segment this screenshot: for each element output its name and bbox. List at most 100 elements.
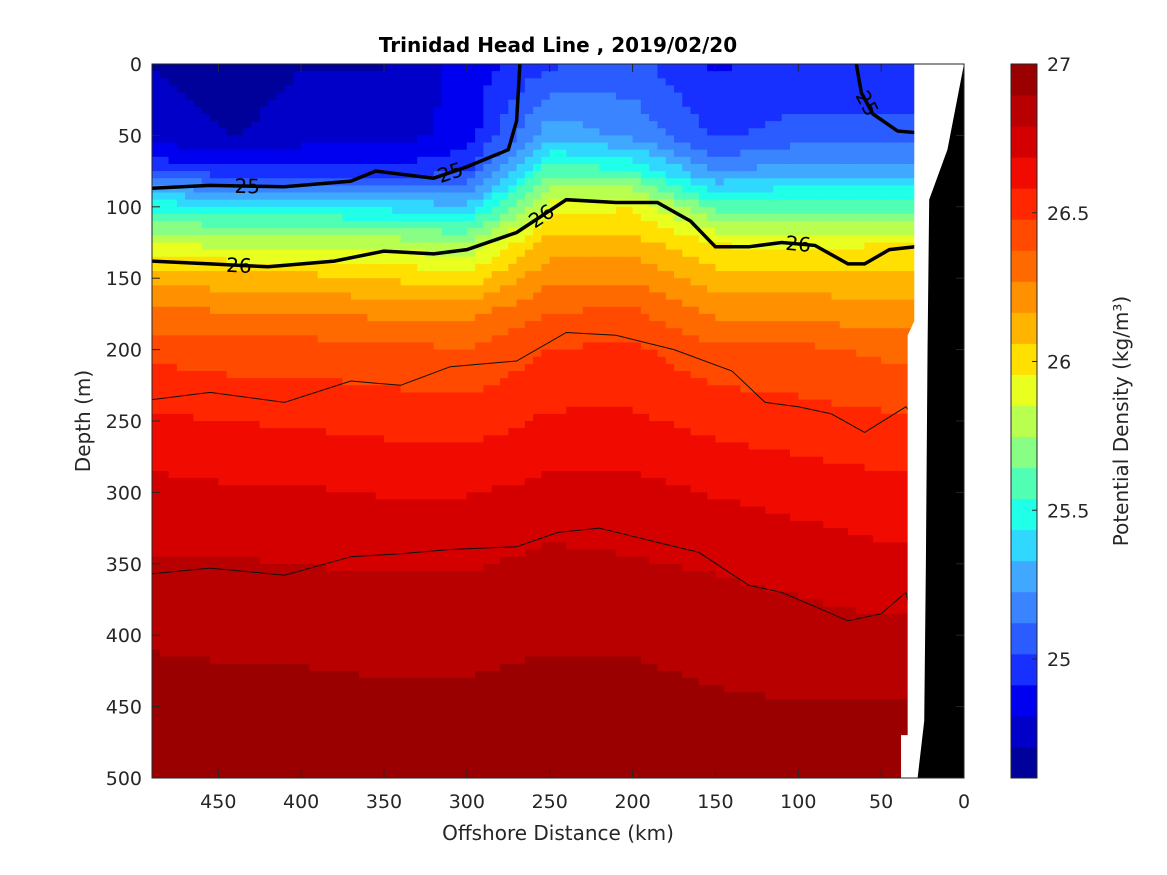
density-cell <box>176 470 186 479</box>
density-cell <box>350 242 360 251</box>
density-cell <box>442 385 451 394</box>
density-cell <box>234 313 244 322</box>
density-cell <box>433 578 443 586</box>
density-cell <box>392 585 402 593</box>
density-cell <box>417 135 427 144</box>
density-cell <box>317 299 327 308</box>
density-cell <box>168 321 178 329</box>
density-cell <box>176 313 186 322</box>
density-cell <box>342 242 352 251</box>
density-cell <box>408 720 418 729</box>
density-cell <box>466 563 476 572</box>
density-cell <box>442 199 451 208</box>
density-cell <box>292 520 302 529</box>
density-cell <box>524 278 534 286</box>
density-cell <box>400 292 410 301</box>
density-cell <box>234 413 244 422</box>
density-cell <box>350 520 360 529</box>
density-cell <box>549 421 559 429</box>
density-cell <box>201 399 211 408</box>
density-cell <box>218 513 228 522</box>
density-cell <box>309 64 319 72</box>
density-cell <box>160 228 170 236</box>
density-cell <box>234 435 244 444</box>
density-cell <box>334 728 344 736</box>
density-cell <box>392 135 402 144</box>
density-cell <box>284 456 294 465</box>
density-cell <box>417 542 427 551</box>
density-cell <box>408 620 418 629</box>
density-cell <box>367 113 377 122</box>
density-cell <box>251 756 261 765</box>
density-cell <box>152 485 161 493</box>
density-cell <box>243 313 253 322</box>
density-cell <box>384 356 393 365</box>
density-cell <box>259 678 269 686</box>
density-cell <box>176 192 186 201</box>
density-cell <box>466 85 476 94</box>
density-cell <box>417 442 427 451</box>
density-cell <box>210 756 219 765</box>
density-cell <box>268 663 277 672</box>
density-cell <box>549 263 559 272</box>
density-cell <box>359 228 369 236</box>
density-cell <box>201 192 211 201</box>
density-cell <box>317 78 327 87</box>
density-cell <box>234 271 244 279</box>
density-cell <box>168 64 178 72</box>
density-cell <box>350 213 360 222</box>
density-cell <box>442 349 451 358</box>
density-cell <box>234 520 244 529</box>
density-cell <box>342 171 352 179</box>
density-cell <box>442 599 451 608</box>
density-cell <box>210 685 219 693</box>
density-cell <box>342 563 352 572</box>
density-cell <box>185 356 195 365</box>
density-cell <box>185 378 195 386</box>
density-cell <box>500 185 509 194</box>
density-cell <box>508 149 518 158</box>
density-cell <box>276 263 286 272</box>
density-cell <box>334 285 344 294</box>
density-cell <box>259 378 269 386</box>
density-cell <box>483 378 493 386</box>
density-cell <box>458 713 468 722</box>
density-cell <box>450 756 460 765</box>
density-cell <box>500 406 509 415</box>
density-cell <box>350 85 360 94</box>
density-cell <box>152 206 161 215</box>
density-cell <box>251 749 261 758</box>
density-cell <box>466 321 476 329</box>
density-cell <box>251 285 261 294</box>
density-cell <box>508 249 518 258</box>
density-cell <box>326 728 335 736</box>
density-cell <box>210 520 219 529</box>
density-cell <box>408 285 418 294</box>
density-cell <box>251 535 261 543</box>
density-cell <box>500 699 509 708</box>
density-cell <box>442 99 451 108</box>
density-cell <box>218 92 228 101</box>
density-cell <box>384 485 393 493</box>
density-cell <box>541 135 551 144</box>
density-cell <box>350 670 360 679</box>
density-cell <box>218 492 228 501</box>
density-cell <box>342 399 352 408</box>
density-cell <box>367 99 377 108</box>
density-cell <box>475 542 485 551</box>
density-cell <box>268 106 277 115</box>
density-cell <box>466 113 476 122</box>
density-cell <box>185 735 195 743</box>
density-cell <box>392 656 402 665</box>
density-cell <box>500 663 509 672</box>
density-cell <box>408 735 418 743</box>
density-cell <box>243 149 253 158</box>
density-cell <box>259 413 269 422</box>
density-cell <box>193 306 203 315</box>
density-cell <box>500 506 509 515</box>
density-cell <box>185 271 195 279</box>
density-cell <box>218 585 228 593</box>
density-cell <box>284 585 294 593</box>
density-cell <box>334 692 344 701</box>
density-cell <box>400 285 410 294</box>
